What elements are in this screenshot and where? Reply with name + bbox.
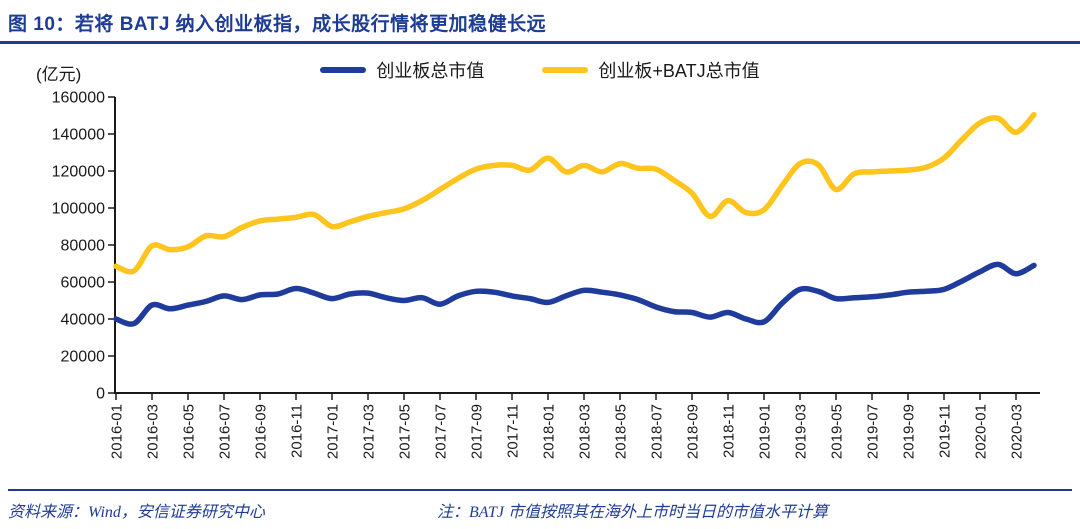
legend-swatch-blue-line — [320, 67, 367, 73]
legend-swatch-yellow-line — [542, 67, 589, 73]
x-tick-label: 2019-01 — [757, 404, 774, 459]
y-tick-label: 100000 — [52, 201, 105, 218]
x-tick-label: 2020-01 — [973, 404, 990, 459]
x-tick-label: 2016-09 — [253, 404, 270, 459]
x-tick-label: 2018-07 — [649, 404, 666, 459]
y-tick-label: 160000 — [52, 90, 105, 107]
y-tick-label: 120000 — [52, 164, 105, 181]
x-tick-label: 2019-07 — [865, 404, 882, 459]
x-tick-label: 2016-03 — [145, 404, 162, 459]
legend-item-chuangyeban: 创业板总市值 — [320, 57, 484, 83]
x-tick-label: 2019-11 — [937, 404, 954, 458]
x-tick-label: 2017-09 — [469, 404, 486, 459]
axis-lines — [114, 97, 1040, 394]
y-tick-label: 0 — [96, 386, 105, 403]
y-tick-label: 20000 — [61, 349, 106, 366]
y-axis-unit-label: (亿元) — [36, 65, 82, 84]
x-tick-label: 2017-01 — [325, 404, 342, 459]
figure-title: 图 10：若将 BATJ 纳入创业板指，成长股行情将更加稳健长远 — [8, 14, 547, 35]
x-tick-label: 2018-03 — [577, 404, 594, 459]
x-tick-label: 2016-01 — [109, 404, 126, 459]
x-tick-label: 2020-03 — [1009, 404, 1026, 459]
y-tick-label: 60000 — [61, 275, 106, 292]
x-tick-label: 2016-07 — [217, 404, 234, 459]
legend-item-chuangyeban-batj: 创业板+BATJ总市值 — [542, 57, 760, 83]
x-tick-label: 2018-01 — [541, 404, 558, 459]
x-tick-label: 2017-07 — [433, 404, 450, 459]
x-tick-label: 2019-05 — [829, 404, 846, 459]
x-tick-label: 2016-11 — [289, 404, 306, 458]
y-tick-label: 140000 — [52, 127, 105, 144]
x-tick-label: 2019-09 — [901, 404, 918, 459]
series-line-chuangyeban — [113, 261, 1037, 327]
x-tick-label: 2018-09 — [685, 404, 702, 459]
x-tick-label: 2019-03 — [793, 404, 810, 459]
footer-divider — [8, 489, 1072, 491]
x-tick-label: 2018-11 — [721, 404, 738, 458]
x-tick-label: 2017-11 — [505, 404, 522, 458]
chart-legend: 创业板总市值 创业板+BATJ总市值 — [0, 57, 1080, 83]
y-tick-label: 80000 — [61, 238, 106, 255]
legend-label: 创业板总市值 — [376, 61, 485, 81]
x-tick-label: 2017-05 — [397, 404, 414, 459]
series-line-chuangyeban-batj — [113, 111, 1037, 275]
title-underline — [0, 41, 1080, 44]
x-tick-label: 2018-05 — [613, 404, 630, 459]
y-tick-label: 40000 — [61, 312, 106, 329]
x-tick-label: 2017-03 — [361, 404, 378, 459]
legend-label: 创业板+BATJ总市值 — [598, 61, 760, 81]
footer-note: 注：BATJ 市值按照其在海外上市时当日的市值水平计算 — [437, 504, 828, 521]
footer-source: 资料来源：Wind，安信证券研究中心 — [8, 504, 265, 521]
x-tick-label: 2016-05 — [181, 404, 198, 459]
